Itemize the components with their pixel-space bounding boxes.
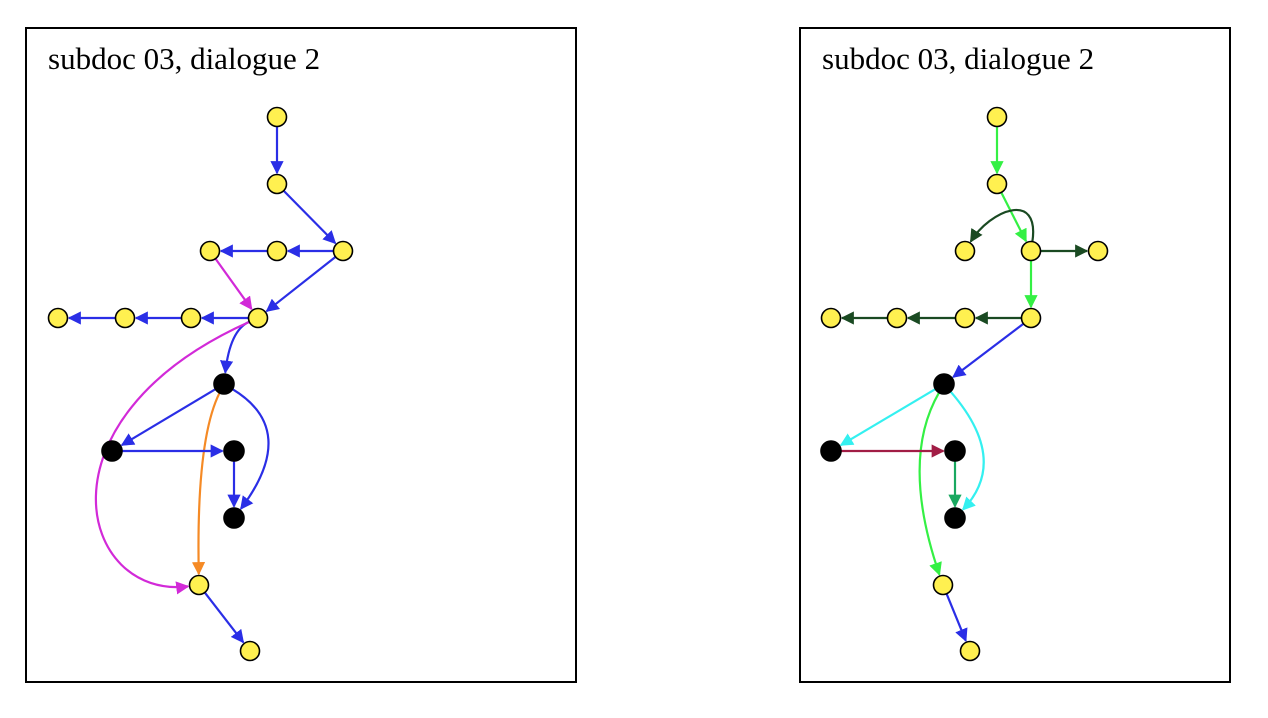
left-node-n1 <box>266 106 288 128</box>
left-node-n7 <box>180 307 202 329</box>
left-node-n6 <box>247 307 269 329</box>
left-node-n2 <box>266 173 288 195</box>
left-edge-n5-to-n6 <box>214 258 253 311</box>
left-node-n11 <box>239 640 261 662</box>
right-edge-n10-to-n11 <box>945 593 968 643</box>
right-node-n3 <box>1020 240 1042 262</box>
left-node-b3 <box>223 440 245 462</box>
right-node-b3 <box>944 440 966 462</box>
left-node-n10 <box>188 574 210 596</box>
right-node-n11 <box>959 640 981 662</box>
left-node-n9 <box>47 307 69 329</box>
right-node-b2 <box>820 440 842 462</box>
right-node-n6 <box>1020 307 1042 329</box>
right-edge-n3-to-n4 <box>969 208 1035 243</box>
right-edges <box>839 126 1089 643</box>
right-node-b1 <box>933 373 955 395</box>
left-edge-n6-to-n10 <box>94 320 250 595</box>
right-node-n10 <box>932 574 954 596</box>
right-edge-b1-to-n10 <box>918 392 942 576</box>
left-edge-n3-to-n6 <box>265 256 337 313</box>
left-nodes <box>47 106 354 662</box>
left-node-n5 <box>199 240 221 262</box>
left-edge-b1-to-n10 <box>191 392 221 576</box>
left-node-n4 <box>266 240 288 262</box>
left-panel-title: subdoc 03, dialogue 2 <box>48 41 320 76</box>
right-node-n9 <box>820 307 842 329</box>
left-node-n8 <box>114 307 136 329</box>
right-edge-n2-to-n3 <box>1000 191 1028 243</box>
right-nodes <box>820 106 1109 662</box>
right-edge-n6-to-b1 <box>952 322 1025 378</box>
left-edge-n10-to-n11 <box>203 591 245 644</box>
right-panel-frame <box>799 27 1231 683</box>
right-node-n5 <box>1087 240 1109 262</box>
right-panel: subdoc 03, dialogue 2 <box>799 27 1231 683</box>
left-edge-b1-to-b2 <box>120 388 216 447</box>
left-edge-n2-to-n3 <box>282 189 337 245</box>
right-node-n1 <box>986 106 1008 128</box>
left-panel-frame <box>25 27 577 683</box>
right-node-n4 <box>954 240 976 262</box>
right-edge-b1-to-b4 <box>949 390 985 511</box>
left-node-n3 <box>332 240 354 262</box>
right-node-b4 <box>944 507 966 529</box>
left-node-b2 <box>101 440 123 462</box>
left-node-b4 <box>223 507 245 529</box>
right-node-n7 <box>954 307 976 329</box>
left-panel: subdoc 03, dialogue 2 <box>25 27 577 683</box>
left-node-b1 <box>213 373 235 395</box>
right-node-n2 <box>986 173 1008 195</box>
right-edge-b1-to-b2 <box>839 388 936 447</box>
right-node-n8 <box>886 307 908 329</box>
left-edge-b1-to-b4 <box>231 388 270 510</box>
right-panel-title: subdoc 03, dialogue 2 <box>822 41 1094 76</box>
left-edges <box>67 126 337 644</box>
